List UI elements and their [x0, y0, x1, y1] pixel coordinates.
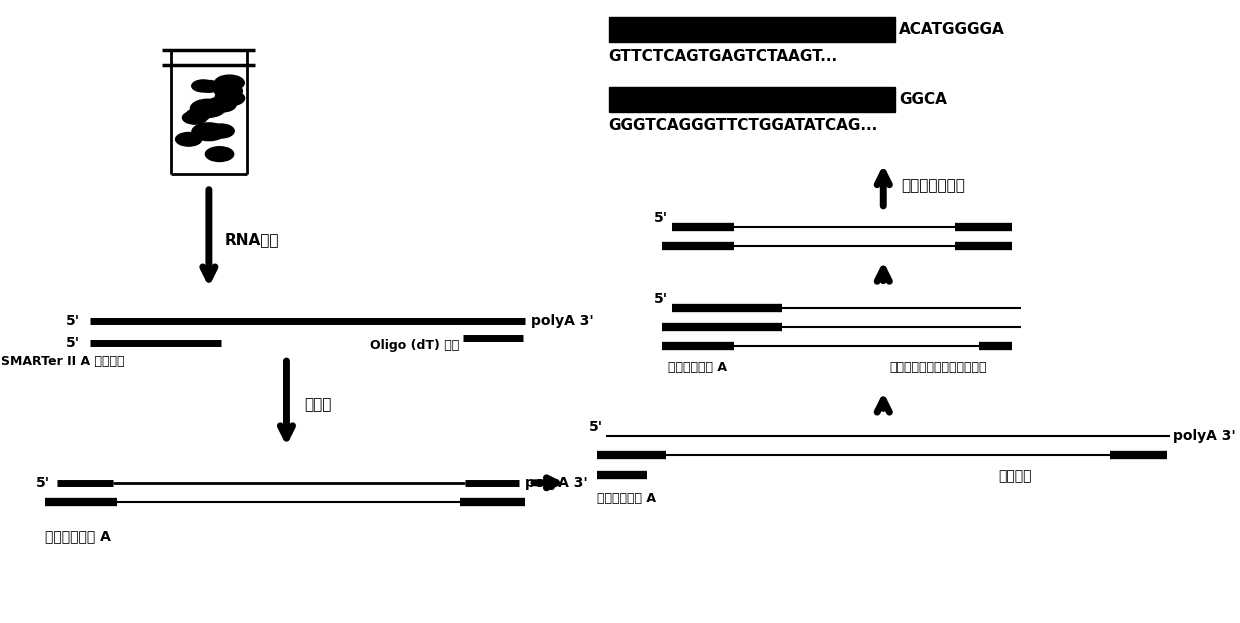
Text: 巢式通用引物 A: 巢式通用引物 A [46, 529, 112, 543]
Text: 多样本混合测序: 多样本混合测序 [901, 178, 965, 193]
Circle shape [192, 123, 226, 141]
Text: 5': 5' [66, 336, 79, 350]
Text: RNA提取: RNA提取 [224, 232, 279, 247]
Text: 逆转录: 逆转录 [304, 397, 332, 412]
Text: 巢式通用引物 A: 巢式通用引物 A [596, 492, 656, 505]
Circle shape [215, 83, 242, 98]
Text: 内引（紫色为样本标记接头）: 内引（紫色为样本标记接头） [889, 361, 987, 374]
Text: ACATGGGGA: ACATGGGGA [899, 22, 1004, 37]
Text: polyA 3': polyA 3' [1173, 429, 1236, 443]
Text: SMARTer II A 寡聚核苷: SMARTer II A 寡聚核苷 [1, 355, 125, 368]
Circle shape [207, 97, 236, 112]
Bar [609, 87, 895, 112]
Circle shape [186, 108, 211, 121]
Circle shape [215, 75, 244, 90]
Text: GGGTCAGGGTTCTGGATATCAG...: GGGTCAGGGTTCTGGATATCAG... [609, 118, 878, 133]
Bar [609, 17, 895, 42]
Circle shape [182, 112, 207, 124]
Circle shape [197, 80, 221, 92]
Circle shape [216, 90, 242, 104]
Text: polyA 3': polyA 3' [531, 314, 594, 328]
Text: Oligo (dT) 引物: Oligo (dT) 引物 [370, 340, 459, 352]
Text: 5': 5' [653, 292, 668, 306]
Text: polyA 3': polyA 3' [526, 476, 588, 490]
Circle shape [216, 91, 244, 106]
Circle shape [191, 99, 226, 117]
Text: 5': 5' [66, 314, 79, 328]
Text: 5': 5' [653, 211, 668, 225]
Text: 巢式通用引物 A: 巢式通用引物 A [668, 361, 728, 374]
Circle shape [192, 80, 215, 92]
Text: 外侧引物: 外侧引物 [998, 470, 1032, 483]
Circle shape [207, 124, 234, 138]
Text: 5': 5' [589, 420, 603, 434]
Text: GGCA: GGCA [899, 92, 946, 107]
Circle shape [176, 133, 202, 146]
Text: GTTCTCAGTGAGTCTAAGT...: GTTCTCAGTGAGTCTAAGT... [609, 49, 838, 64]
Text: 5': 5' [36, 476, 50, 490]
Circle shape [206, 147, 233, 161]
